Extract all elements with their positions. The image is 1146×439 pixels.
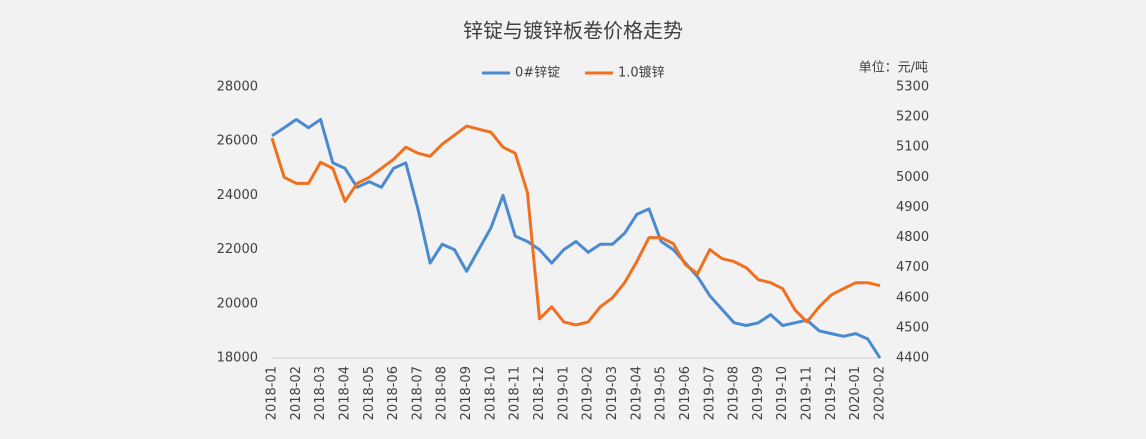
- y-tick-label: 24000: [217, 188, 258, 203]
- x-tick-label: 2018-12: [532, 366, 547, 420]
- x-tick-label: 2018-10: [483, 366, 498, 420]
- unit-label: 单位：元/吨: [859, 61, 928, 76]
- x-tick-label: 2020-02: [873, 366, 888, 420]
- chart-title: 锌锭与镀锌板卷价格走势: [463, 19, 683, 43]
- x-tick-label: 2019-04: [629, 366, 644, 420]
- y2-tick-label: 5200: [896, 110, 929, 125]
- x-tick-label: 2020-01: [848, 366, 863, 420]
- x-tick-label: 2019-10: [775, 366, 790, 420]
- x-tick-label: 2019-08: [727, 366, 742, 420]
- x-tick-label: 2019-07: [702, 366, 717, 420]
- y-tick-label: 18000: [217, 351, 258, 366]
- x-tick-label: 2019-02: [581, 366, 596, 420]
- x-tick-label: 2018-04: [337, 366, 352, 420]
- x-tick-label: 2018-06: [386, 366, 401, 420]
- y-tick-label: 26000: [217, 134, 258, 149]
- legend-label: 0#锌锭: [515, 66, 560, 81]
- x-tick-label: 2018-08: [435, 366, 450, 420]
- x-tick-label: 2018-02: [289, 366, 304, 420]
- y2-tick-label: 5000: [896, 170, 929, 185]
- y2-tick-label: 4400: [896, 351, 929, 366]
- x-tick-label: 2019-11: [800, 366, 815, 420]
- legend-label: 1.0镀锌: [618, 65, 665, 81]
- x-tick-label: 2018-11: [508, 366, 523, 420]
- y-tick-label: 20000: [217, 296, 258, 311]
- series-line: [270, 124, 881, 327]
- x-tick-label: 2019-12: [824, 366, 839, 420]
- x-tick-label: 2019-03: [605, 366, 620, 420]
- x-tick-label: 2018-01: [265, 366, 280, 420]
- y2-tick-label: 4800: [896, 230, 929, 245]
- y2-tick-label: 5100: [896, 140, 929, 155]
- y2-tick-label: 4600: [896, 290, 929, 305]
- x-tick-label: 2019-09: [751, 366, 766, 420]
- x-tick-label: 2018-05: [362, 366, 377, 420]
- x-tick-label: 2019-01: [556, 366, 571, 420]
- y2-tick-label: 4700: [896, 260, 929, 275]
- x-tick-label: 2018-03: [313, 366, 328, 420]
- y-tick-label: 28000: [217, 80, 258, 95]
- y-tick-label: 22000: [217, 242, 258, 257]
- y2-tick-label: 4500: [896, 320, 929, 335]
- y2-tick-label: 5300: [896, 80, 929, 95]
- series-line: [271, 118, 882, 359]
- x-tick-label: 2018-09: [459, 366, 474, 420]
- x-tick-label: 2018-07: [410, 366, 425, 420]
- y2-tick-label: 4900: [896, 200, 929, 215]
- x-tick-label: 2019-06: [678, 366, 693, 420]
- x-tick-label: 2019-05: [654, 366, 669, 420]
